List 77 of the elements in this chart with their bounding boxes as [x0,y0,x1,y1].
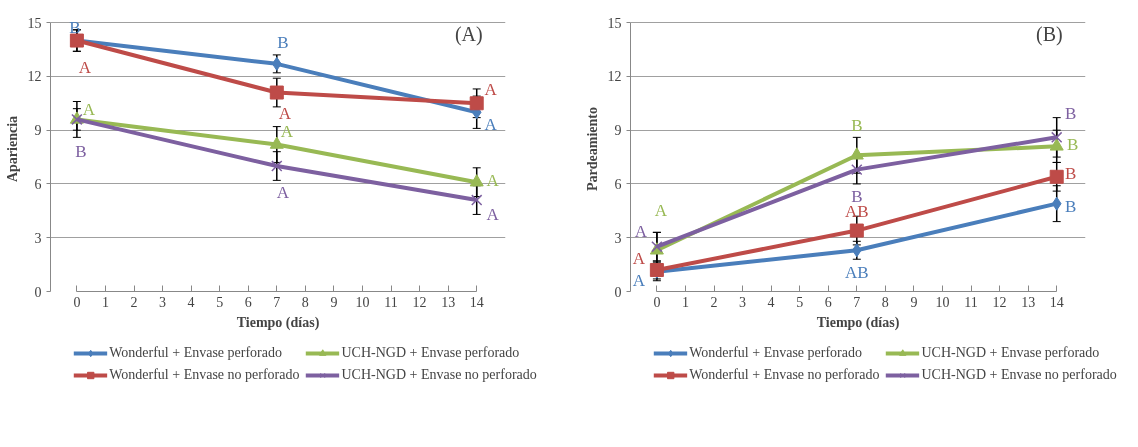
x-tick-label: 6 [244,294,252,310]
data-label: A [484,80,498,100]
chart-title: (A) [454,22,483,46]
x-tick-label: 6 [824,294,832,310]
x-tick-label: 3 [739,294,747,310]
data-label: B [277,32,289,52]
x-tick-label: 14 [469,294,484,310]
x-tick-label: 10 [935,294,950,310]
data-label: AB [844,263,869,283]
x-tick-label: 4 [187,294,195,310]
x-tick-label: 9 [330,294,338,310]
data-label: A [484,115,498,135]
y-tick-label: 3 [34,230,42,246]
x-tick-label: 0 [73,294,81,310]
y-tick-label: 0 [614,284,622,300]
x-tick-label: 5 [796,294,804,310]
legend-label: Wonderful + Envase no perforado [689,367,880,383]
x-tick-label: 10 [355,294,370,310]
x-tick-label: 13 [441,294,456,310]
y-tick-label: 9 [614,123,622,139]
y-tick-label: 0 [34,284,42,300]
y-tick-label: 12 [27,69,42,85]
x-tick-label: 7 [853,294,861,310]
data-label: A [632,270,646,290]
data-label: A [634,221,648,241]
data-label: A [82,100,96,120]
y-tick-label: 9 [34,123,42,139]
y-tick-label: 12 [607,69,622,85]
data-label: A [276,183,290,203]
data-label: B [1065,196,1077,216]
y-axis-title: Pardeamiento [584,107,600,191]
legend-label: UCH-NGD + Envase no perforado [921,367,1117,383]
legend-label: UCH-NGD + Envase perforado [341,345,520,361]
x-tick-label: 14 [1049,294,1064,310]
x-tick-label: 11 [964,294,978,310]
data-label: B [1065,104,1077,124]
x-tick-label: 9 [910,294,918,310]
data-label: A [280,121,294,141]
legend-label: Wonderful + Envase perforado [689,345,862,361]
x-tick-label: 2 [710,294,718,310]
x-axis-title: Tiempo (días) [236,314,320,331]
x-tick-label: 13 [1021,294,1036,310]
y-axis-title: Apariencia [4,115,20,183]
x-tick-label: 0 [653,294,661,310]
x-tick-label: 5 [216,294,224,310]
legend-label: Wonderful + Envase no perforado [109,367,300,383]
y-tick-label: 3 [614,230,622,246]
data-label: B [1067,135,1079,155]
x-tick-label: 3 [159,294,167,310]
y-tick-label: 15 [607,15,622,31]
x-tick-label: 4 [767,294,775,310]
x-tick-label: 8 [301,294,309,310]
data-label: B [75,142,87,162]
legend-label: Wonderful + Envase perforado [109,345,282,361]
x-tick-label: 2 [130,294,138,310]
x-tick-label: 1 [681,294,689,310]
data-label: A [278,103,292,123]
data-label: A [78,57,92,77]
data-label: A [632,248,646,268]
y-tick-label: 6 [34,176,42,192]
data-label: A [486,205,500,225]
legend-label: UCH-NGD + Envase perforado [921,345,1100,361]
data-label: B [851,116,863,136]
x-tick-label: 7 [273,294,281,310]
x-tick-label: 1 [101,294,109,310]
data-label: A [486,171,500,191]
data-label: B [1065,163,1077,183]
data-label: A [654,201,668,221]
y-tick-label: 6 [614,176,622,192]
x-tick-label: 11 [384,294,398,310]
x-axis-title: Tiempo (días) [816,314,900,331]
y-tick-label: 15 [27,15,42,31]
legend-label: UCH-NGD + Envase no perforado [341,367,537,383]
chart-title: (B) [1036,22,1063,46]
x-tick-label: 12 [412,294,427,310]
x-tick-label: 12 [992,294,1007,310]
x-tick-label: 8 [881,294,889,310]
